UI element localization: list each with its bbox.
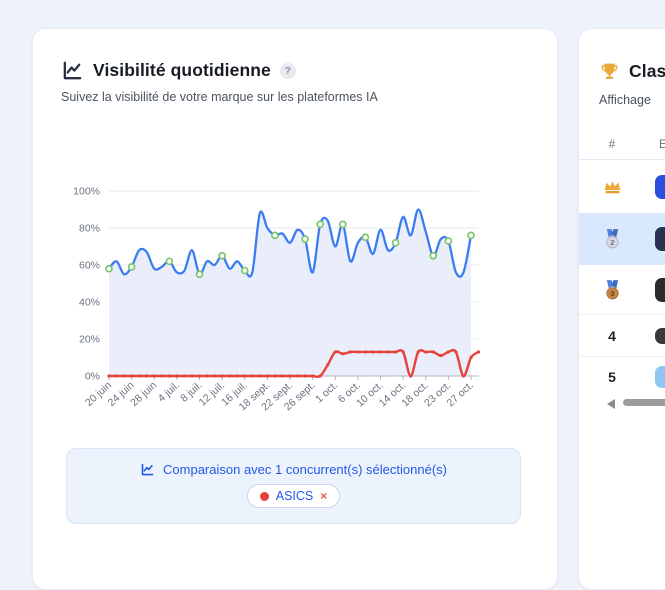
chart-line-icon-small [140,462,155,477]
table-row[interactable] [579,160,665,213]
crown-icon [597,178,627,195]
ranking-card-header: Classement [599,61,665,82]
table-row[interactable]: 2 [579,213,665,265]
chart-line-icon [61,59,84,82]
comparison-banner: Comparaison avec 1 concurrent(s) sélecti… [66,448,521,524]
ranking-card: Classement Affichage # Entreprise 2 [578,28,665,590]
scrollbar-thumb[interactable] [623,399,665,406]
competitor-chip-asics[interactable]: ASICS × [246,484,341,508]
ranking-subtitle: Affichage [599,93,651,107]
rank-number: 5 [608,369,616,385]
svg-text:1 oct.: 1 oct. [313,379,340,405]
silver-medal-icon: 2 [597,229,627,249]
company-column-header: Entreprise [659,139,665,151]
brand-logo [655,277,665,302]
rank-number: 4 [608,327,616,344]
svg-text:4 juil.: 4 juil. [156,379,182,404]
comparison-label-row: Comparaison avec 1 concurrent(s) sélecti… [140,462,447,477]
brand-logo [655,327,665,344]
svg-text:40%: 40% [79,297,100,309]
table-row[interactable]: 3 [579,265,665,315]
brand-logo [655,366,665,388]
svg-text:28 juin: 28 juin [128,379,159,409]
visibility-chart[interactable]: 100% 80% 60% 40% 20% 0% 20 juin 24 juin 28 juin 4… [53,179,523,427]
svg-text:100%: 100% [73,186,100,198]
table-row[interactable]: 5 [579,357,665,397]
competitor-name: ASICS [275,489,314,503]
comparison-label: Comparaison avec 1 concurrent(s) sélecti… [163,462,447,477]
svg-text:80%: 80% [79,223,100,235]
svg-text:60%: 60% [79,260,100,272]
brand-logo [655,227,665,251]
ranking-title: Classement [629,61,665,81]
svg-text:0%: 0% [85,371,100,383]
table-row[interactable]: 4 [579,315,665,357]
visibility-card: Visibilité quotidienne ? Suivez la visib… [32,28,558,590]
bronze-medal-icon: 3 [597,279,627,300]
visibility-card-subtitle: Suivez la visibilité de votre marque sur… [61,90,378,104]
ranking-table-header: # Entreprise [579,133,665,159]
trophy-icon [599,61,620,82]
visibility-card-header: Visibilité quotidienne ? [61,59,296,82]
horizontal-scrollbar [579,397,665,409]
help-icon[interactable]: ? [279,62,296,79]
svg-text:2: 2 [610,238,614,247]
scroll-left-icon[interactable] [607,399,615,409]
remove-competitor-icon[interactable]: × [320,489,328,503]
svg-text:3: 3 [610,289,614,298]
competitor-color-dot [259,491,269,501]
rank-column-header: # [608,139,616,151]
svg-text:20%: 20% [79,334,100,346]
page-title: Visibilité quotidienne [93,60,271,80]
brand-logo [655,174,665,199]
table-divider [579,159,665,160]
